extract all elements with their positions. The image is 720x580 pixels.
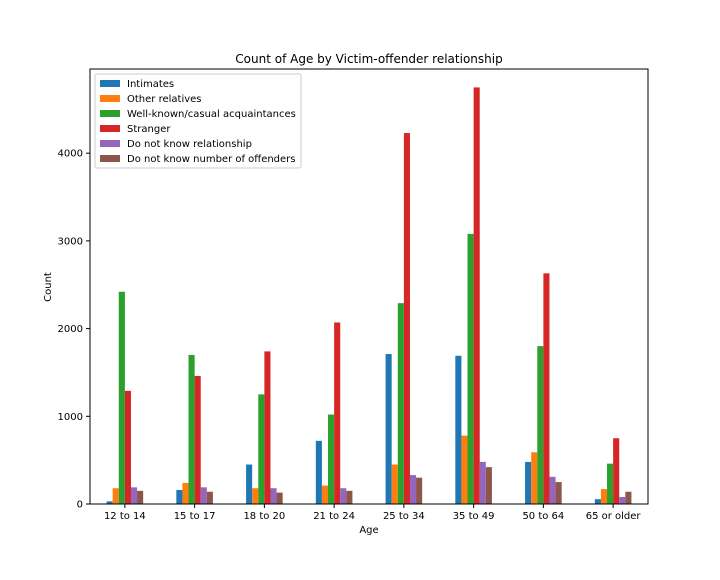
x-tick-label: 25 to 34 (383, 511, 425, 522)
bar-2-4 (321, 485, 329, 504)
bar-3-7 (537, 346, 544, 504)
y-tick-label: 4000 (58, 149, 83, 160)
x-axis: 12 to 14 15 to 17 18 to 20 21 to 24 25 to 34… (104, 504, 641, 522)
bar-4-6 (473, 87, 480, 505)
bar-2-7 (531, 452, 538, 504)
y-tick-label: 2000 (58, 324, 83, 335)
bar-2-1 (112, 488, 119, 504)
bar-6-4 (346, 490, 353, 504)
bar-1-6 (455, 355, 462, 504)
bar-4-3 (264, 351, 271, 504)
legend-box (94, 73, 302, 169)
legend-swatch (100, 125, 120, 132)
bar-1-3 (246, 464, 253, 504)
bar-1-8 (594, 499, 601, 504)
bar-1-5 (385, 354, 392, 504)
legend-label: Do not know relationship (127, 139, 252, 150)
bar-3-4 (328, 414, 335, 504)
x-tick-label: 35 to 49 (453, 511, 495, 522)
bar-6-7 (555, 482, 562, 504)
bar-6-1 (137, 490, 144, 504)
y-axis: 0 1000 2000 3000 4000 (58, 149, 90, 511)
x-tick-label: 50 to 64 (522, 511, 564, 522)
bar-4-2 (194, 375, 201, 504)
bar-5-4 (340, 488, 347, 504)
x-tick-label: 21 to 24 (313, 511, 355, 522)
bar-3-3 (258, 394, 265, 504)
bar-5-5 (409, 475, 417, 504)
legend-swatch (100, 155, 120, 162)
x-tick-label: 15 to 17 (174, 511, 216, 522)
bar-1-1 (106, 501, 113, 504)
plot-frame (89, 68, 649, 505)
y-tick-label: 1000 (58, 412, 83, 423)
legend-label: Stranger (127, 124, 171, 135)
legend-swatch (100, 80, 120, 87)
bar-4-7 (543, 273, 550, 504)
bar-4-5 (403, 133, 410, 504)
chart-title: Count of Age by Victim-offender relation… (235, 52, 502, 66)
bar-3-5 (397, 303, 404, 504)
x-tick-label: 65 or older (586, 511, 642, 522)
legend-label: Other relatives (127, 94, 202, 105)
bar-3-1 (118, 291, 125, 504)
bar-6-6 (485, 467, 492, 504)
bar-2-6 (461, 435, 468, 504)
x-tick-label: 12 to 14 (104, 511, 146, 522)
x-axis-label: Age (359, 525, 378, 536)
bar-2-2 (182, 482, 189, 504)
bar-3-2 (188, 354, 195, 504)
bar-2-5 (391, 464, 398, 504)
bar-5-6 (479, 461, 486, 504)
legend: Intimates Other relatives Well-known/casua… (94, 73, 302, 169)
bar-5-7 (549, 476, 556, 504)
legend-label: Well-known/casual acquaintances (127, 109, 296, 120)
legend-label: Do not know number of offenders (127, 154, 296, 165)
bar-3-6 (467, 233, 474, 504)
bar-4-8 (613, 438, 620, 504)
bar-5-2 (200, 487, 207, 504)
bar-4-1 (124, 390, 131, 504)
bar-5-8 (619, 496, 626, 504)
legend-swatch (100, 110, 120, 117)
bar-5-3 (270, 488, 277, 504)
y-tick-label: 3000 (58, 236, 83, 247)
bars-group (106, 87, 632, 505)
bar-2-3 (252, 488, 259, 504)
legend-swatch (100, 140, 120, 147)
bar-6-8 (625, 491, 632, 504)
bar-2-8 (600, 489, 608, 504)
bar-1-4 (315, 440, 322, 504)
bar-5-1 (130, 487, 138, 504)
x-tick-label: 18 to 20 (243, 511, 285, 522)
bar-3-8 (607, 463, 614, 504)
bar-4-4 (334, 322, 341, 504)
bar-6-3 (276, 492, 283, 504)
legend-label: Intimates (127, 79, 174, 90)
y-axis-label: Count (43, 272, 54, 302)
y-tick-label: 0 (77, 500, 83, 511)
legend-swatch (100, 95, 120, 102)
bar-1-7 (525, 461, 532, 504)
bar-6-2 (206, 491, 213, 504)
bar-1-2 (176, 489, 183, 504)
bar-6-5 (416, 477, 423, 504)
